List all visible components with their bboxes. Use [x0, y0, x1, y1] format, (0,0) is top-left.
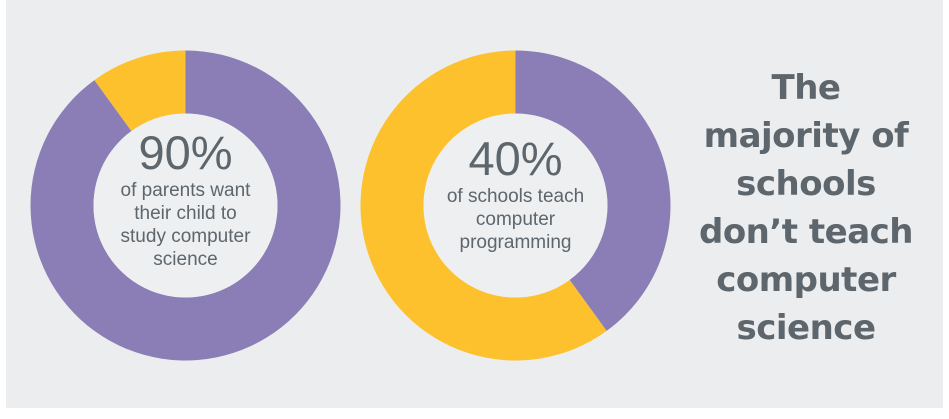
headline-line: schools — [736, 164, 876, 204]
donut-center-schools: 40% of schools teach computer programmin… — [425, 103, 606, 284]
donut-chart-parents: 90% of parents want their child to study… — [29, 49, 342, 362]
description-line: programming — [459, 231, 572, 253]
headline: The majority of schools don’t teach comp… — [678, 64, 934, 352]
donut-slice-schools-yellow — [360, 50, 607, 361]
donut-slice-schools-purple — [515, 50, 671, 331]
headline-line: The — [771, 68, 841, 108]
description-line: of schools teach — [446, 185, 585, 207]
donut-chart-schools-svg — [360, 50, 671, 361]
percent-label-parents: 90% — [138, 126, 233, 179]
headline-line: computer — [716, 260, 896, 300]
description-line: computer — [475, 208, 556, 230]
description-schools: of schools teach computer programming — [447, 185, 584, 254]
description-line: science — [153, 249, 218, 270]
description-parents: of parents want their child to study com… — [121, 179, 251, 271]
donut-chart-parents-svg — [30, 50, 341, 361]
description-line: of parents want — [120, 180, 251, 201]
headline-line: don’t teach — [698, 212, 914, 252]
headline-line: science — [736, 308, 876, 348]
description-line: study computer — [120, 226, 251, 247]
infographic-slide: 90% of parents want their child to study… — [6, 0, 943, 408]
percent-label-schools: 40% — [468, 131, 563, 185]
headline-line: majority of — [703, 116, 909, 156]
description-line: their child to — [134, 203, 237, 224]
donut-slice-parents-yellow — [94, 50, 186, 132]
donut-chart-schools: 40% of schools teach computer programmin… — [359, 49, 672, 362]
donut-hole-parents — [93, 113, 278, 298]
donut-slice-parents-purple — [30, 50, 341, 361]
donut-hole-schools — [423, 113, 608, 298]
donut-center-parents: 90% of parents want their child to study… — [95, 109, 276, 290]
